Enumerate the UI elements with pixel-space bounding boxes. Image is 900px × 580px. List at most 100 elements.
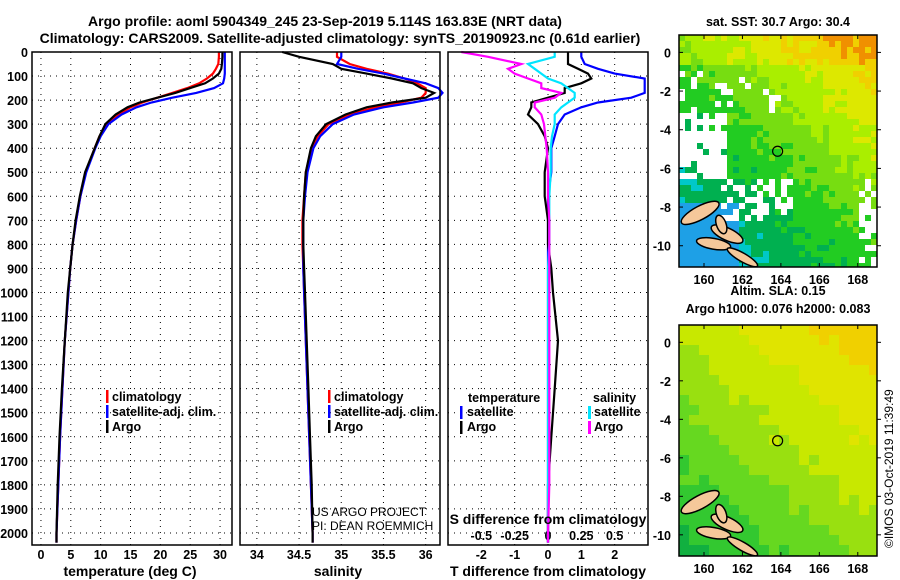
map-cell (793, 89, 799, 95)
map-cell (819, 405, 829, 415)
map-cell (739, 59, 745, 65)
map-cell (697, 35, 703, 41)
map-cell (799, 107, 805, 113)
map-cell (787, 119, 793, 125)
map-cell (799, 89, 805, 95)
map-cell (829, 505, 839, 515)
map-cell (789, 375, 799, 385)
map-cell (847, 41, 853, 47)
map-cell (697, 95, 703, 101)
figure-title-line2: Climatology: CARS2009. Satellite-adjuste… (40, 30, 641, 46)
map-cell (823, 107, 829, 113)
map-cell (751, 35, 757, 41)
map-cell (703, 227, 709, 233)
map-cell (727, 149, 733, 155)
map-cell (749, 325, 759, 335)
map-cell (699, 405, 709, 415)
map-cell (691, 257, 697, 263)
map-cell (869, 355, 877, 365)
map-cell (849, 455, 859, 465)
map-cell (719, 495, 729, 505)
map-cell (799, 535, 809, 545)
map-cell (763, 107, 769, 113)
map-cell (769, 125, 775, 131)
map-cell (763, 239, 769, 245)
map-cell (805, 161, 811, 167)
map-cell (769, 149, 775, 155)
map-cell (745, 59, 751, 65)
map-cell (703, 251, 709, 257)
map-cell (853, 257, 859, 263)
map-cell (805, 41, 811, 47)
map-cell (751, 107, 757, 113)
map-cell (839, 355, 849, 365)
map-cell (849, 495, 859, 505)
map-cell (871, 203, 877, 209)
map-cell (793, 227, 799, 233)
map-cell (699, 505, 709, 515)
map-cell (811, 71, 817, 77)
map-cell (691, 233, 697, 239)
map-cell (865, 173, 871, 179)
map-cell (789, 545, 799, 555)
map-cell (817, 47, 823, 53)
map-cell (703, 221, 709, 227)
map-cell (763, 233, 769, 239)
map-cell (759, 475, 769, 485)
map-cell (775, 251, 781, 257)
legend-argo: Argo (334, 420, 364, 434)
map-cell (775, 239, 781, 245)
map-cell (759, 425, 769, 435)
map-cell (709, 415, 719, 425)
map-cell (781, 71, 787, 77)
map-cell (809, 455, 819, 465)
map-cell (751, 89, 757, 95)
map-cell (809, 475, 819, 485)
map-cell (841, 71, 847, 77)
map-cell (759, 395, 769, 405)
map-cell (847, 251, 853, 257)
map-cell (823, 245, 829, 251)
map-cell (853, 107, 859, 113)
salinity-xlabel: salinity (314, 563, 362, 579)
map-cell (799, 435, 809, 445)
map-cell (699, 455, 709, 465)
map-cell (709, 233, 715, 239)
map-cell (817, 137, 823, 143)
map-cell (739, 197, 745, 203)
map-cell (835, 221, 841, 227)
map-cell (757, 155, 763, 161)
legend-swatch-s-satellite (588, 406, 591, 419)
map-cell (835, 215, 841, 221)
map-cell (763, 47, 769, 53)
map-cell (679, 545, 689, 555)
map-cell (769, 425, 779, 435)
map-cell (799, 179, 805, 185)
legend-swatch-satellite (328, 405, 331, 418)
map-cell (769, 41, 775, 47)
depth-tick-label: 1000 (0, 286, 28, 300)
map-cell (727, 131, 733, 137)
map-cell (779, 325, 789, 335)
map-cell (769, 385, 779, 395)
map-cell (817, 143, 823, 149)
map-cell (689, 395, 699, 405)
map-cell (721, 263, 727, 267)
x-tick-label: 5 (67, 548, 74, 562)
map-cell (769, 209, 775, 215)
depth-tick-label: 900 (7, 262, 28, 276)
map-cell (757, 101, 763, 107)
map-cell (727, 257, 733, 263)
salinity-panel: 34 34.5 35 35.5 36 (239, 50, 444, 562)
legend-salinity-title: salinity (593, 391, 636, 405)
map-cell (865, 95, 871, 101)
map-cell (775, 155, 781, 161)
map-cell (835, 233, 841, 239)
map-cell (703, 35, 709, 41)
map-cell (739, 131, 745, 137)
map-cell (749, 405, 759, 415)
map-cell (829, 47, 835, 53)
map-cell (697, 185, 703, 191)
map-cell (871, 113, 877, 119)
map-cell (733, 203, 739, 209)
